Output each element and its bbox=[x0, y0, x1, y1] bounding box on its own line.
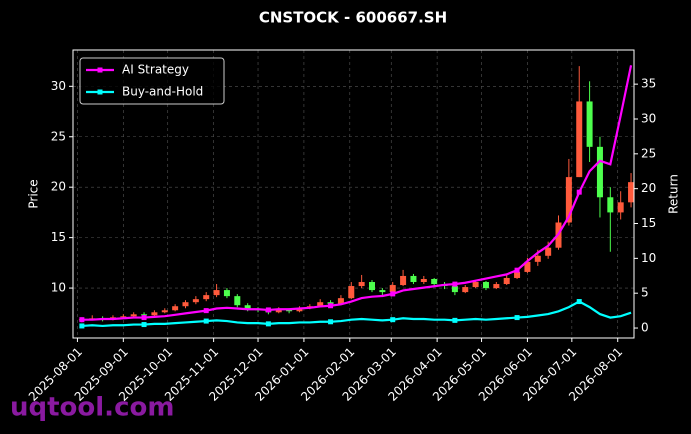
candle-body bbox=[617, 202, 624, 213]
series-marker bbox=[203, 318, 209, 324]
series-marker bbox=[452, 281, 458, 287]
candle-body bbox=[534, 255, 541, 262]
series-marker bbox=[514, 315, 520, 321]
series-line bbox=[81, 65, 633, 321]
candle-body bbox=[410, 275, 417, 283]
y-tick-label: 30 bbox=[51, 79, 66, 93]
y2-tick-label: 30 bbox=[641, 111, 656, 125]
y-tick-label: 15 bbox=[51, 230, 66, 244]
legend-marker bbox=[97, 67, 103, 73]
candle-body bbox=[482, 282, 489, 289]
y-axis-label: Price bbox=[27, 179, 41, 208]
series-marker bbox=[452, 317, 458, 323]
series-marker bbox=[328, 319, 334, 325]
series-marker bbox=[514, 267, 520, 273]
candle-body bbox=[130, 314, 137, 317]
y-tick-label: 25 bbox=[51, 129, 66, 143]
candle-body bbox=[275, 309, 282, 313]
legend-label: AI Strategy bbox=[122, 63, 189, 77]
y2-tick-label: 5 bbox=[641, 286, 649, 300]
candle-body bbox=[203, 295, 210, 300]
candle-body bbox=[493, 284, 500, 289]
candle-body bbox=[234, 296, 241, 306]
y2-tick-label: 25 bbox=[641, 146, 656, 160]
series-marker bbox=[203, 308, 209, 314]
series-marker bbox=[576, 189, 582, 195]
candle-body bbox=[472, 282, 479, 288]
candle-body bbox=[514, 271, 521, 278]
legend-marker bbox=[97, 89, 103, 95]
candle-body bbox=[400, 275, 407, 286]
candle-body bbox=[607, 197, 614, 213]
candle-body bbox=[327, 302, 334, 305]
y2-tick-label: 0 bbox=[641, 321, 649, 335]
candle-body bbox=[389, 285, 396, 293]
candle-body bbox=[317, 302, 324, 307]
candle-body bbox=[161, 310, 168, 313]
candle-body bbox=[172, 306, 179, 311]
y2-tick-label: 10 bbox=[641, 251, 656, 265]
candle-body bbox=[503, 277, 510, 285]
candle-body bbox=[120, 316, 127, 318]
y2-axis-label: Return bbox=[667, 174, 681, 214]
candle-body bbox=[545, 247, 552, 256]
candle-body bbox=[462, 287, 469, 293]
candle-body bbox=[420, 278, 427, 283]
candle-body bbox=[223, 290, 230, 297]
candle-body bbox=[296, 308, 303, 312]
legend-label: Buy-and-Hold bbox=[122, 85, 203, 99]
candle-body bbox=[586, 101, 593, 147]
candle-body bbox=[141, 314, 148, 316]
candle-body bbox=[182, 302, 189, 307]
series-line bbox=[81, 300, 632, 328]
series-marker bbox=[141, 315, 147, 321]
plot-frame bbox=[72, 49, 635, 339]
candle-body bbox=[348, 286, 355, 299]
y2-tick-label: 15 bbox=[641, 216, 656, 230]
y2-tick-label: 35 bbox=[641, 77, 656, 91]
series-marker bbox=[79, 323, 85, 329]
series-marker bbox=[265, 321, 271, 327]
candle-body bbox=[524, 261, 531, 272]
candle-body bbox=[337, 298, 344, 305]
series-marker bbox=[265, 307, 271, 313]
y-tick-label: 10 bbox=[51, 281, 66, 295]
candle-body bbox=[565, 177, 572, 223]
candle-body bbox=[596, 146, 603, 198]
candle-body bbox=[358, 282, 365, 287]
series-marker bbox=[390, 291, 396, 297]
candle-body bbox=[151, 312, 158, 316]
series-marker bbox=[79, 317, 85, 323]
watermark: uqtool.com bbox=[10, 393, 174, 423]
series-marker bbox=[390, 317, 396, 323]
candle-body bbox=[379, 290, 386, 293]
series-marker bbox=[576, 299, 582, 305]
candle-body bbox=[576, 101, 583, 178]
candle-body bbox=[451, 286, 458, 293]
candle-body bbox=[192, 299, 199, 303]
series-marker bbox=[328, 303, 334, 309]
candle-body bbox=[628, 182, 635, 203]
candle-body bbox=[244, 305, 251, 310]
chart-title: CNSTOCK - 600667.SH bbox=[259, 9, 447, 27]
candle-body bbox=[369, 282, 376, 291]
series-marker bbox=[141, 322, 147, 328]
y2-tick-label: 20 bbox=[641, 181, 656, 195]
candle-body bbox=[431, 278, 438, 285]
candle-body bbox=[213, 290, 220, 296]
y-tick-label: 20 bbox=[51, 180, 66, 194]
legend-box bbox=[79, 57, 225, 105]
